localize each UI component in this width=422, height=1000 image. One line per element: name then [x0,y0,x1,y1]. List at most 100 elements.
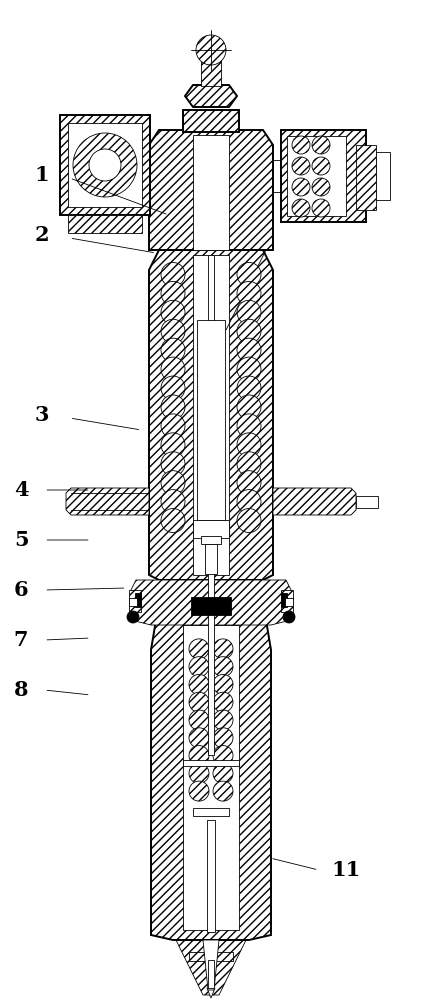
Circle shape [189,674,209,694]
Circle shape [237,281,261,305]
Bar [281,593,287,607]
Bar [205,544,217,574]
Text: 4: 4 [14,480,28,500]
Circle shape [312,199,330,217]
Circle shape [237,414,261,438]
Circle shape [161,376,185,400]
Text: 2: 2 [35,225,49,245]
Circle shape [283,611,295,623]
Text: 5: 5 [14,530,28,550]
Bar [135,593,141,607]
Circle shape [161,319,185,343]
Circle shape [189,728,209,748]
Bar [287,136,346,216]
Bar [201,60,221,86]
Circle shape [292,157,310,175]
Circle shape [237,357,261,381]
Bar [129,598,137,606]
Bar [68,215,142,233]
Circle shape [237,262,261,286]
Bar [191,597,231,615]
Polygon shape [66,488,149,515]
Text: 7: 7 [14,630,28,650]
Bar [356,496,378,508]
Text: 11: 11 [331,860,361,880]
Circle shape [189,746,209,766]
Circle shape [161,357,185,381]
Circle shape [161,414,185,438]
Bar [201,536,221,544]
Circle shape [213,728,233,748]
Polygon shape [203,940,219,990]
Polygon shape [273,488,356,515]
Circle shape [161,338,185,362]
Circle shape [189,710,209,730]
Circle shape [237,300,261,324]
Polygon shape [207,988,215,998]
Circle shape [161,300,185,324]
Bar [183,625,239,930]
Polygon shape [176,940,246,995]
Polygon shape [151,620,271,940]
Bar [197,320,225,520]
Circle shape [213,710,233,730]
Polygon shape [149,130,273,250]
Circle shape [237,376,261,400]
Bar [285,598,293,606]
Circle shape [237,490,261,514]
Circle shape [213,692,233,712]
Circle shape [292,199,310,217]
Circle shape [161,281,185,305]
Circle shape [292,136,310,154]
Circle shape [213,639,233,659]
Circle shape [237,319,261,343]
Text: 6: 6 [14,580,28,600]
Circle shape [213,674,233,694]
Circle shape [189,639,209,659]
Circle shape [237,509,261,533]
Circle shape [312,157,330,175]
Circle shape [237,471,261,495]
Circle shape [189,657,209,677]
Text: 8: 8 [14,680,28,700]
Circle shape [196,35,226,65]
Polygon shape [149,250,273,580]
Circle shape [213,746,233,766]
Polygon shape [131,580,291,625]
Circle shape [161,433,185,457]
Bar [193,520,229,538]
Polygon shape [185,85,237,107]
Circle shape [213,781,233,801]
Circle shape [189,692,209,712]
Bar [376,152,390,200]
Bar [281,130,366,222]
Circle shape [292,178,310,196]
Circle shape [73,133,137,197]
Text: 1: 1 [35,165,49,185]
Bar [60,115,150,215]
Circle shape [89,149,121,181]
Circle shape [237,433,261,457]
Circle shape [161,262,185,286]
Circle shape [189,781,209,801]
Bar [193,808,229,816]
Circle shape [189,763,209,783]
Bar [129,590,141,612]
Bar [189,952,233,961]
Bar [183,110,239,132]
Circle shape [213,763,233,783]
Circle shape [237,338,261,362]
Bar [281,590,293,612]
Circle shape [127,611,139,623]
Text: 3: 3 [35,405,49,425]
Circle shape [161,509,185,533]
Bar [207,820,215,932]
Circle shape [237,452,261,476]
Bar [68,123,142,207]
Circle shape [161,471,185,495]
Circle shape [312,136,330,154]
Circle shape [312,178,330,196]
Bar [193,255,229,575]
Circle shape [161,490,185,514]
Bar [193,135,229,250]
